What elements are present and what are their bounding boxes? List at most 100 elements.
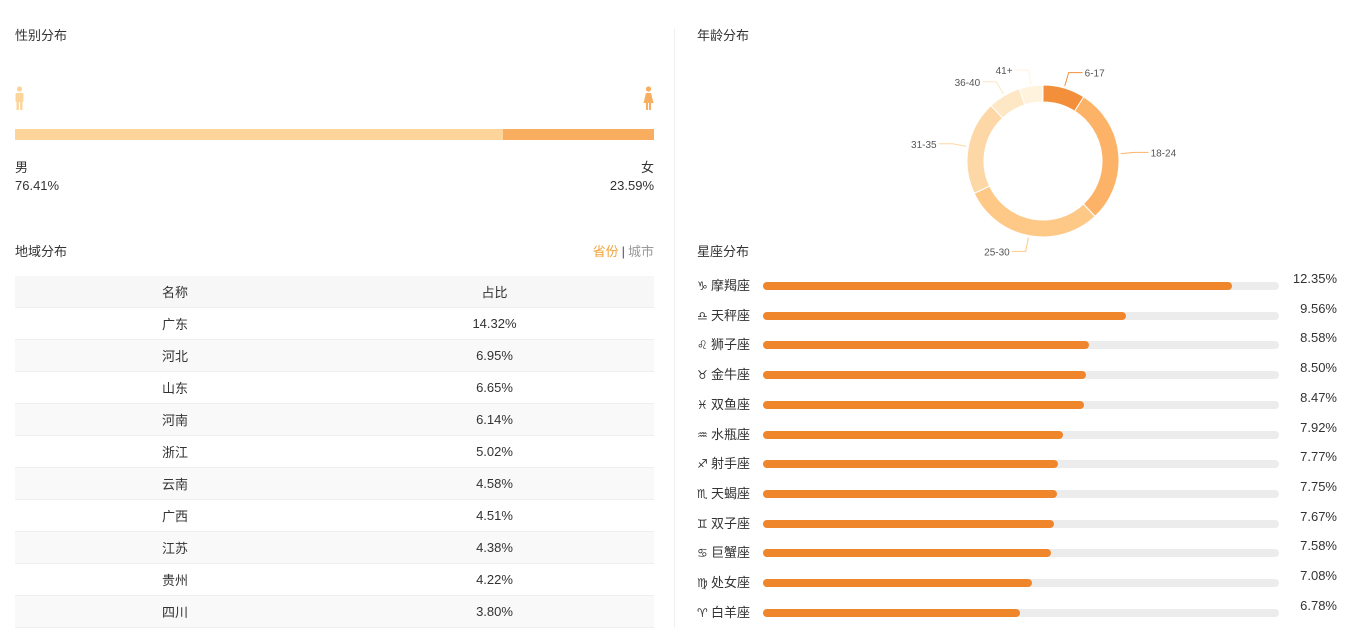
zodiac-bar xyxy=(763,608,1021,617)
region-name-cell: 广东 xyxy=(15,307,335,340)
table-row: 四川 3.80% xyxy=(15,595,654,628)
zodiac-bar-track xyxy=(763,579,1279,587)
zodiac-row: ♋ 巨蟹座 7.58% xyxy=(697,538,1337,563)
gender-ratio-bar xyxy=(15,129,654,140)
female-label: 女 xyxy=(640,160,654,175)
zodiac-bar xyxy=(763,311,1126,320)
male-value: 76.41% xyxy=(15,178,60,193)
zodiac-symbol-icon: ♊ xyxy=(697,516,708,531)
zodiac-symbol-icon: ♋ xyxy=(697,546,708,561)
age-label-leader xyxy=(1014,69,1032,85)
region-section-title: 地域分布 xyxy=(15,244,68,259)
age-label-leader xyxy=(982,81,1004,95)
age-slice-label: 6-17 xyxy=(1085,69,1105,80)
zodiac-row: ♏ 天蝎座 7.75% xyxy=(697,479,1337,504)
female-value: 23.59% xyxy=(609,178,654,193)
region-toggle: 省份 | 城市 xyxy=(593,241,654,260)
zodiac-bar xyxy=(763,430,1064,439)
zodiac-bar-track xyxy=(763,460,1279,469)
table-row: 江苏 4.38% xyxy=(15,531,654,564)
zodiac-value-label: 8.58% xyxy=(1300,330,1337,346)
zodiac-value-label: 12.35% xyxy=(1292,271,1337,286)
zodiac-name: 狮子座 xyxy=(711,337,751,353)
age-label-leader xyxy=(1011,237,1029,252)
zodiac-value-label: 7.67% xyxy=(1300,508,1337,524)
zodiac-name: 巨蟹座 xyxy=(711,545,751,561)
zodiac-symbol-icon: ♍ xyxy=(697,576,708,590)
zodiac-name: 摩羯座 xyxy=(711,278,751,293)
region-share-cell: 4.38% xyxy=(335,531,654,564)
zodiac-label: ♍ 处女座 xyxy=(697,573,750,593)
male-label: 男 xyxy=(15,160,29,175)
age-label-leader xyxy=(1064,72,1083,87)
age-slice xyxy=(1073,96,1120,218)
zodiac-symbol-icon: ♏ xyxy=(697,486,708,501)
zodiac-row: ♍ 处女座 7.08% xyxy=(697,568,1337,593)
zodiac-row: ♒ 水瓶座 7.92% xyxy=(697,420,1337,445)
zodiac-bar xyxy=(763,460,1058,469)
table-row: 河南 6.14% xyxy=(15,403,654,436)
zodiac-label: ♉ 金牛座 xyxy=(697,365,750,385)
zodiac-symbol-icon: ♌ xyxy=(697,338,708,353)
zodiac-bar-track xyxy=(763,430,1279,439)
zodiac-bar-track xyxy=(763,311,1279,320)
region-share-cell: 4.58% xyxy=(335,467,654,500)
region-share-cell: 6.95% xyxy=(335,339,654,372)
age-slice-label: 18-24 xyxy=(1151,148,1177,159)
zodiac-name: 双子座 xyxy=(711,515,751,531)
age-slice-label: 36-40 xyxy=(955,78,981,89)
region-share-cell: 4.22% xyxy=(335,563,654,596)
region-name-cell: 河北 xyxy=(15,339,335,372)
age-slice xyxy=(1018,84,1044,106)
table-row: 河北 6.95% xyxy=(15,339,654,372)
region-name-cell: 江苏 xyxy=(15,531,335,564)
region-share-cell: 3.80% xyxy=(335,595,654,628)
zodiac-name: 双鱼座 xyxy=(711,396,751,412)
zodiac-name: 天秤座 xyxy=(711,307,751,323)
zodiac-row: ♓ 双鱼座 8.47% xyxy=(697,390,1337,415)
table-row: 浙江 5.02% xyxy=(15,435,654,468)
zodiac-value-label: 7.08% xyxy=(1300,568,1337,583)
age-slice-label: 25-30 xyxy=(984,247,1010,258)
toggle-province[interactable]: 省份 xyxy=(592,244,619,259)
zodiac-label: ♏ 天蝎座 xyxy=(697,484,750,504)
zodiac-bar-track xyxy=(763,489,1279,498)
column-header-name: 名称 xyxy=(15,276,335,308)
zodiac-bar xyxy=(763,400,1085,409)
zodiac-label: ♌ 狮子座 xyxy=(697,335,750,355)
table-row: 广东 14.32% xyxy=(15,307,654,340)
zodiac-symbol-icon: ♈ xyxy=(697,605,708,620)
zodiac-value-label: 7.77% xyxy=(1300,449,1337,465)
region-table: 名称 占比 广东 14.32% 河北 6.95% 山东 6.65% 河南 6.14% 浙江 5.0… xyxy=(15,276,654,628)
zodiac-label: ♒ 水瓶座 xyxy=(697,425,750,445)
zodiac-name: 处女座 xyxy=(711,575,751,590)
region-name-cell: 河南 xyxy=(15,403,335,436)
zodiac-label: ♓ 双鱼座 xyxy=(697,395,750,415)
zodiac-bar xyxy=(763,341,1089,350)
zodiac-value-label: 7.75% xyxy=(1300,478,1337,494)
zodiac-row: ♉ 金牛座 8.50% xyxy=(697,360,1337,385)
region-share-cell: 6.65% xyxy=(335,371,654,404)
zodiac-label: ♎ 天秤座 xyxy=(697,306,750,326)
zodiac-value-label: 8.50% xyxy=(1300,360,1337,376)
region-name-cell: 山东 xyxy=(15,371,335,404)
zodiac-symbol-icon: ♒ xyxy=(697,427,708,442)
zodiac-symbol-icon: ♓ xyxy=(697,397,708,412)
zodiac-label: ♋ 巨蟹座 xyxy=(697,543,750,563)
zodiac-row: ♊ 双子座 7.67% xyxy=(697,509,1337,534)
zodiac-bar xyxy=(763,282,1232,290)
region-name-cell: 四川 xyxy=(15,595,335,628)
zodiac-label: ♊ 双子座 xyxy=(697,514,750,534)
zodiac-bar xyxy=(763,579,1032,587)
table-row: 贵州 4.22% xyxy=(15,563,654,596)
age-slice xyxy=(966,104,1004,195)
zodiac-name: 白羊座 xyxy=(711,604,751,620)
zodiac-name: 天蝎座 xyxy=(711,485,751,501)
zodiac-bar-track xyxy=(763,608,1279,617)
zodiac-name: 金牛座 xyxy=(711,367,751,383)
zodiac-section-title: 星座分布 xyxy=(697,244,750,259)
toggle-city[interactable]: 城市 xyxy=(627,244,654,259)
column-header-share: 占比 xyxy=(335,276,654,308)
region-share-cell: 6.14% xyxy=(335,403,654,436)
zodiac-row: ♌ 狮子座 8.58% xyxy=(697,330,1337,355)
